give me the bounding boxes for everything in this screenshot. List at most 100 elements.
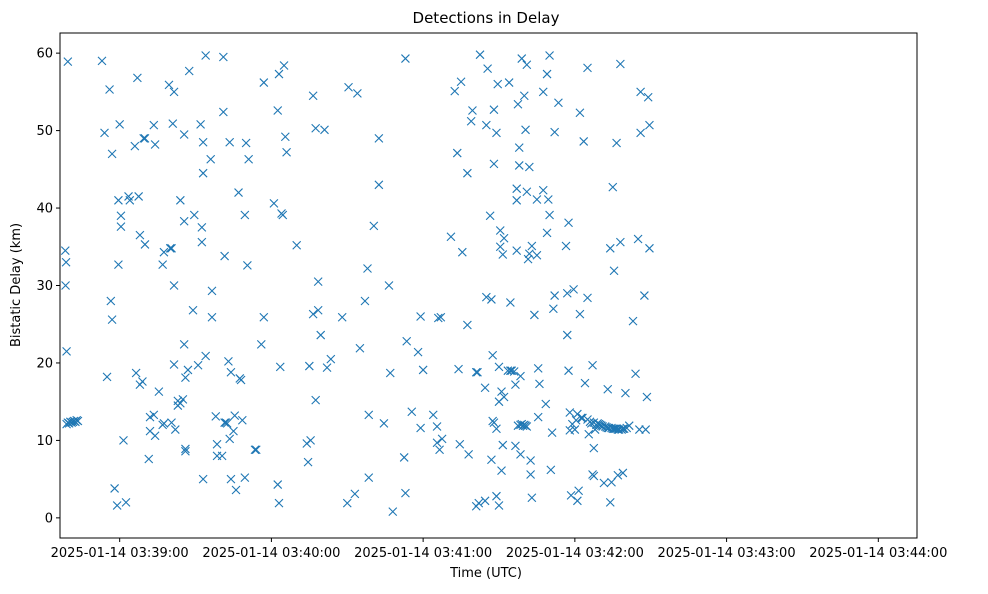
scatter-point <box>149 410 159 420</box>
scatter-point <box>131 368 141 378</box>
scatter-point <box>493 79 503 89</box>
scatter-point <box>621 388 630 398</box>
scatter-point <box>580 378 590 388</box>
scatter-point <box>589 471 599 481</box>
scatter-point <box>432 438 442 448</box>
scatter-point <box>507 366 517 376</box>
scatter-point <box>218 107 228 117</box>
scatter-point <box>269 199 279 208</box>
scatter-point <box>150 140 160 149</box>
scatter-point <box>457 247 467 257</box>
scatter-point <box>384 281 394 290</box>
scatter-point <box>363 264 372 273</box>
scatter-point <box>313 277 323 287</box>
scatter-point <box>485 211 495 221</box>
scatter-point <box>374 133 384 143</box>
scatter-point <box>532 250 542 260</box>
scatter-point <box>495 226 505 235</box>
scatter-point <box>364 410 374 420</box>
scatter-point <box>562 330 572 340</box>
scatter-point <box>645 120 654 130</box>
scatter-point <box>428 410 438 420</box>
scatter-point <box>572 496 582 506</box>
scatter-point <box>225 434 235 444</box>
scatter-point <box>60 246 70 256</box>
scatter-point <box>220 251 230 261</box>
scatter-point <box>97 56 107 66</box>
scatter-point <box>522 187 532 197</box>
scatter-point <box>175 398 185 408</box>
scatter-point <box>586 418 596 428</box>
scatter-point <box>105 85 114 94</box>
scatter-point <box>279 61 289 70</box>
scatter-point <box>522 422 532 431</box>
scatter-point <box>259 78 269 87</box>
scatter-point <box>63 57 73 67</box>
scatter-point <box>308 309 318 319</box>
scatter-point <box>197 237 207 247</box>
scatter-point <box>170 425 180 434</box>
scatter-point <box>316 330 326 340</box>
scatter-point <box>631 369 640 379</box>
scatter-point <box>509 367 519 376</box>
scatter-point <box>526 470 535 479</box>
scatter-point <box>516 449 525 459</box>
scatter-point <box>388 507 398 517</box>
scatter-point <box>527 493 537 503</box>
scatter-point <box>554 98 563 108</box>
scatter-point <box>134 192 144 201</box>
scatter-point <box>589 443 599 453</box>
scatter-point <box>106 296 116 306</box>
scatter-point <box>455 439 465 449</box>
scatter-point <box>416 423 425 433</box>
scatter-point <box>565 408 575 417</box>
scatter-point <box>229 426 238 436</box>
scatter-point <box>311 395 321 405</box>
scatter-point <box>475 50 485 60</box>
scatter-point <box>374 180 384 190</box>
scatter-point <box>198 474 208 484</box>
scatter-point <box>313 305 323 315</box>
scatter-point <box>130 141 140 151</box>
scatter-point <box>546 465 556 475</box>
scatter-point <box>385 368 395 378</box>
scatter-point <box>433 313 443 323</box>
scatter-point <box>499 233 509 243</box>
scatter-point <box>564 366 573 376</box>
scatter-point <box>498 250 508 259</box>
x-tick-label: 2025-01-14 03:43:00 <box>658 546 796 561</box>
scatter-point <box>494 362 504 372</box>
scatter-point <box>184 66 194 76</box>
scatter-point <box>220 418 230 427</box>
scatter-point <box>275 362 285 372</box>
scatter-point <box>584 429 594 439</box>
x-tick-label: 2025-01-14 03:39:00 <box>51 546 189 561</box>
scatter-point <box>207 312 217 322</box>
scatter-point <box>226 367 236 377</box>
scatter-point <box>569 284 578 294</box>
scatter-point <box>274 69 284 79</box>
scatter-point <box>413 347 423 357</box>
scatter-point <box>570 425 580 434</box>
scatter-point <box>201 51 211 60</box>
scatter-point <box>542 69 552 79</box>
scatter-point <box>612 138 621 148</box>
scatter-point <box>360 296 370 306</box>
scatter-point <box>100 128 109 138</box>
scatter-point <box>206 154 216 164</box>
scatter-point <box>583 63 592 73</box>
scatter-point <box>231 485 241 495</box>
scatter-point <box>304 361 314 371</box>
scatter-point <box>167 243 176 253</box>
scatter-point <box>189 210 199 220</box>
chart-title: Detections in Delay <box>413 9 560 27</box>
x-tick-label: 2025-01-14 03:41:00 <box>354 546 492 561</box>
scatter-point <box>114 195 123 205</box>
scatter-point <box>399 453 409 462</box>
scatter-point <box>217 451 227 461</box>
scatter-point <box>452 148 462 158</box>
scatter-point <box>619 424 629 434</box>
scatter-point <box>464 449 474 459</box>
scatter-point <box>504 78 514 87</box>
